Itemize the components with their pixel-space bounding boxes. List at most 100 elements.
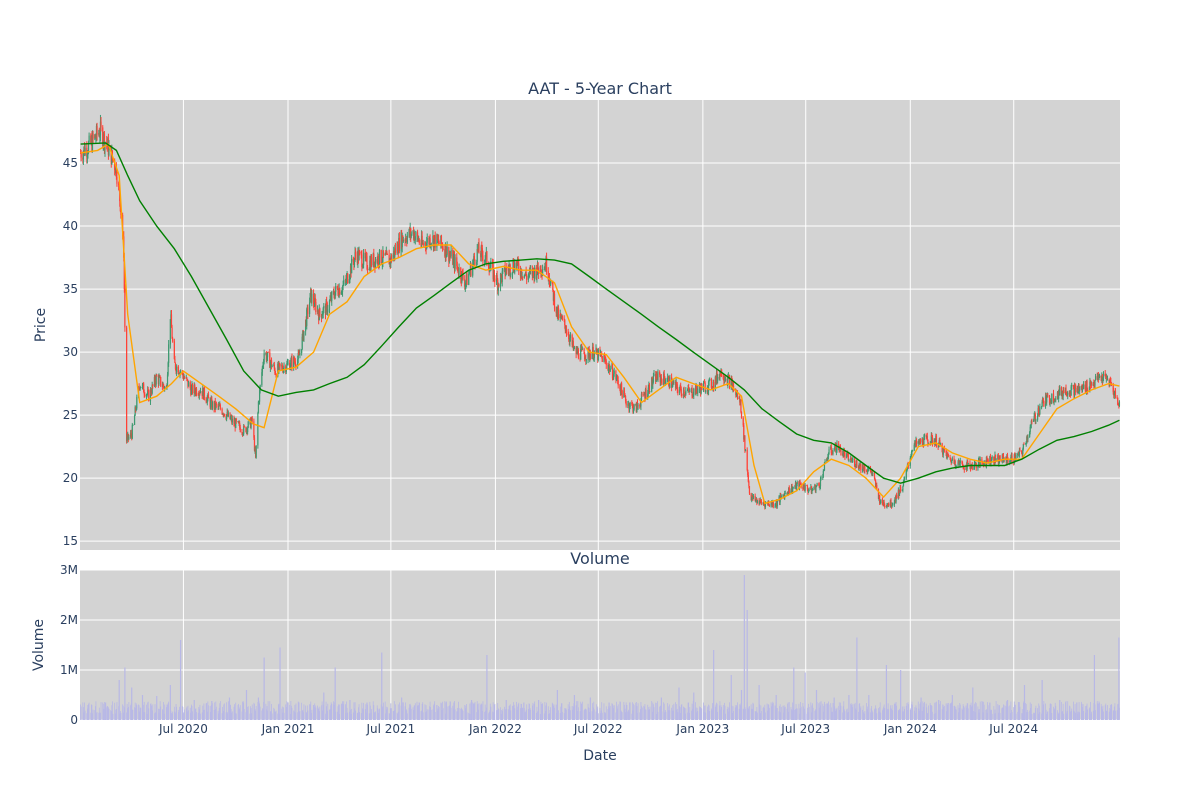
candle-body bbox=[135, 408, 137, 411]
volume-bar bbox=[193, 700, 195, 720]
volume-bar-bg bbox=[530, 709, 532, 720]
volume-bar-bg bbox=[940, 701, 941, 720]
volume-bar-bg bbox=[160, 706, 162, 720]
volume-bar-bg bbox=[597, 706, 599, 720]
candle-body bbox=[392, 254, 394, 262]
volume-bar-bg bbox=[333, 701, 334, 720]
volume-bar-bg bbox=[1089, 707, 1091, 720]
volume-bar-bg bbox=[860, 706, 862, 720]
volume-bar-bg bbox=[620, 701, 621, 720]
volume-bar-bg bbox=[878, 711, 880, 720]
candle-body bbox=[537, 262, 539, 271]
volume-bar-bg bbox=[360, 713, 362, 720]
volume-bar-bg bbox=[895, 702, 897, 720]
candle-body bbox=[780, 495, 782, 497]
candle-body bbox=[581, 348, 583, 350]
volume-bar-bg bbox=[704, 705, 705, 720]
candle-body bbox=[441, 243, 443, 245]
candle-body bbox=[818, 484, 820, 488]
volume-bar-bg bbox=[875, 708, 877, 720]
volume-bar-bg bbox=[226, 702, 228, 720]
volume-bar-bg bbox=[655, 702, 657, 720]
candle-body bbox=[1110, 381, 1112, 385]
candle-body bbox=[138, 386, 140, 389]
volume-bar-bg bbox=[922, 706, 924, 720]
candle-body bbox=[456, 257, 458, 266]
volume-bar-bg bbox=[122, 704, 124, 720]
candle-body bbox=[494, 278, 496, 282]
candle-body bbox=[171, 327, 173, 339]
volume-bar-bg bbox=[450, 701, 451, 720]
volume-bar-bg bbox=[446, 706, 448, 720]
candle-body bbox=[834, 447, 836, 451]
candle-body bbox=[382, 250, 384, 262]
volume-bar-bg bbox=[990, 710, 992, 720]
candle-body bbox=[903, 479, 905, 482]
candle-body bbox=[942, 448, 944, 455]
volume-bar-bg bbox=[470, 713, 471, 720]
candle-body bbox=[625, 401, 627, 406]
candle-body bbox=[886, 504, 889, 506]
volume-bar bbox=[298, 702, 300, 720]
volume-bar-bg bbox=[934, 702, 936, 720]
volume-bar bbox=[87, 705, 89, 720]
volume-bar-bg bbox=[896, 705, 898, 720]
volume-bar-bg bbox=[191, 705, 193, 720]
candle-body bbox=[520, 269, 523, 277]
candle-body bbox=[645, 389, 647, 398]
volume-bar-bg bbox=[1098, 701, 1100, 720]
candle-body bbox=[168, 344, 170, 363]
volume-bar-bg bbox=[604, 713, 606, 720]
volume-bar-bg bbox=[735, 705, 737, 720]
volume-bar-bg bbox=[1078, 702, 1080, 720]
volume-bar-bg bbox=[649, 706, 651, 720]
volume-bar-bg bbox=[998, 705, 1000, 720]
volume-bar-bg bbox=[325, 713, 326, 720]
volume-bar-bg bbox=[966, 703, 968, 720]
candle-body bbox=[472, 260, 474, 264]
candle-body bbox=[675, 382, 677, 388]
candle-body bbox=[235, 418, 237, 422]
candle-body bbox=[102, 127, 104, 147]
volume-bar-bg bbox=[1085, 712, 1087, 720]
volume-bar-bg bbox=[919, 703, 921, 720]
volume-bar-bg bbox=[566, 709, 567, 720]
volume-bar-bg bbox=[1037, 708, 1038, 720]
volume-bar-bg bbox=[1077, 713, 1079, 720]
candle-body bbox=[311, 293, 313, 303]
volume-bar-bg bbox=[844, 711, 846, 720]
volume-bar-bg bbox=[143, 701, 145, 720]
candle-body bbox=[127, 433, 129, 439]
volume-bar-bg bbox=[203, 703, 205, 720]
volume-bar-bg bbox=[289, 713, 291, 720]
candle-body bbox=[426, 242, 428, 249]
candle-body bbox=[505, 267, 507, 273]
candle-body bbox=[871, 471, 873, 474]
volume-bar-bg bbox=[206, 702, 208, 720]
candle-body bbox=[476, 249, 478, 262]
candle-body bbox=[523, 274, 526, 278]
volume-bar-bg bbox=[757, 712, 758, 720]
candle-body bbox=[380, 249, 382, 264]
candle-body bbox=[462, 272, 464, 280]
volume-bar-bg bbox=[583, 710, 585, 720]
candle-body bbox=[691, 388, 693, 397]
volume-bar-bg bbox=[286, 701, 288, 720]
volume-bar-bg bbox=[651, 711, 653, 720]
candle-body bbox=[424, 242, 427, 247]
candle-body bbox=[552, 282, 554, 290]
volume-bar-bg bbox=[177, 709, 179, 720]
volume-bar-bg bbox=[631, 713, 633, 720]
volume-bar-bg bbox=[684, 713, 686, 720]
volume-bar-bg bbox=[911, 701, 913, 720]
volume-bar-bg bbox=[623, 701, 625, 720]
candle-body bbox=[754, 495, 756, 501]
volume-bar-bg bbox=[1074, 712, 1075, 720]
candle-body bbox=[583, 348, 585, 355]
volume-bar bbox=[775, 695, 777, 720]
price-y-tick-label: 40 bbox=[63, 219, 78, 233]
price-plot-area bbox=[80, 100, 1120, 550]
volume-bar-bg bbox=[405, 702, 407, 720]
candle-body bbox=[633, 404, 635, 410]
candle-body bbox=[277, 363, 279, 377]
